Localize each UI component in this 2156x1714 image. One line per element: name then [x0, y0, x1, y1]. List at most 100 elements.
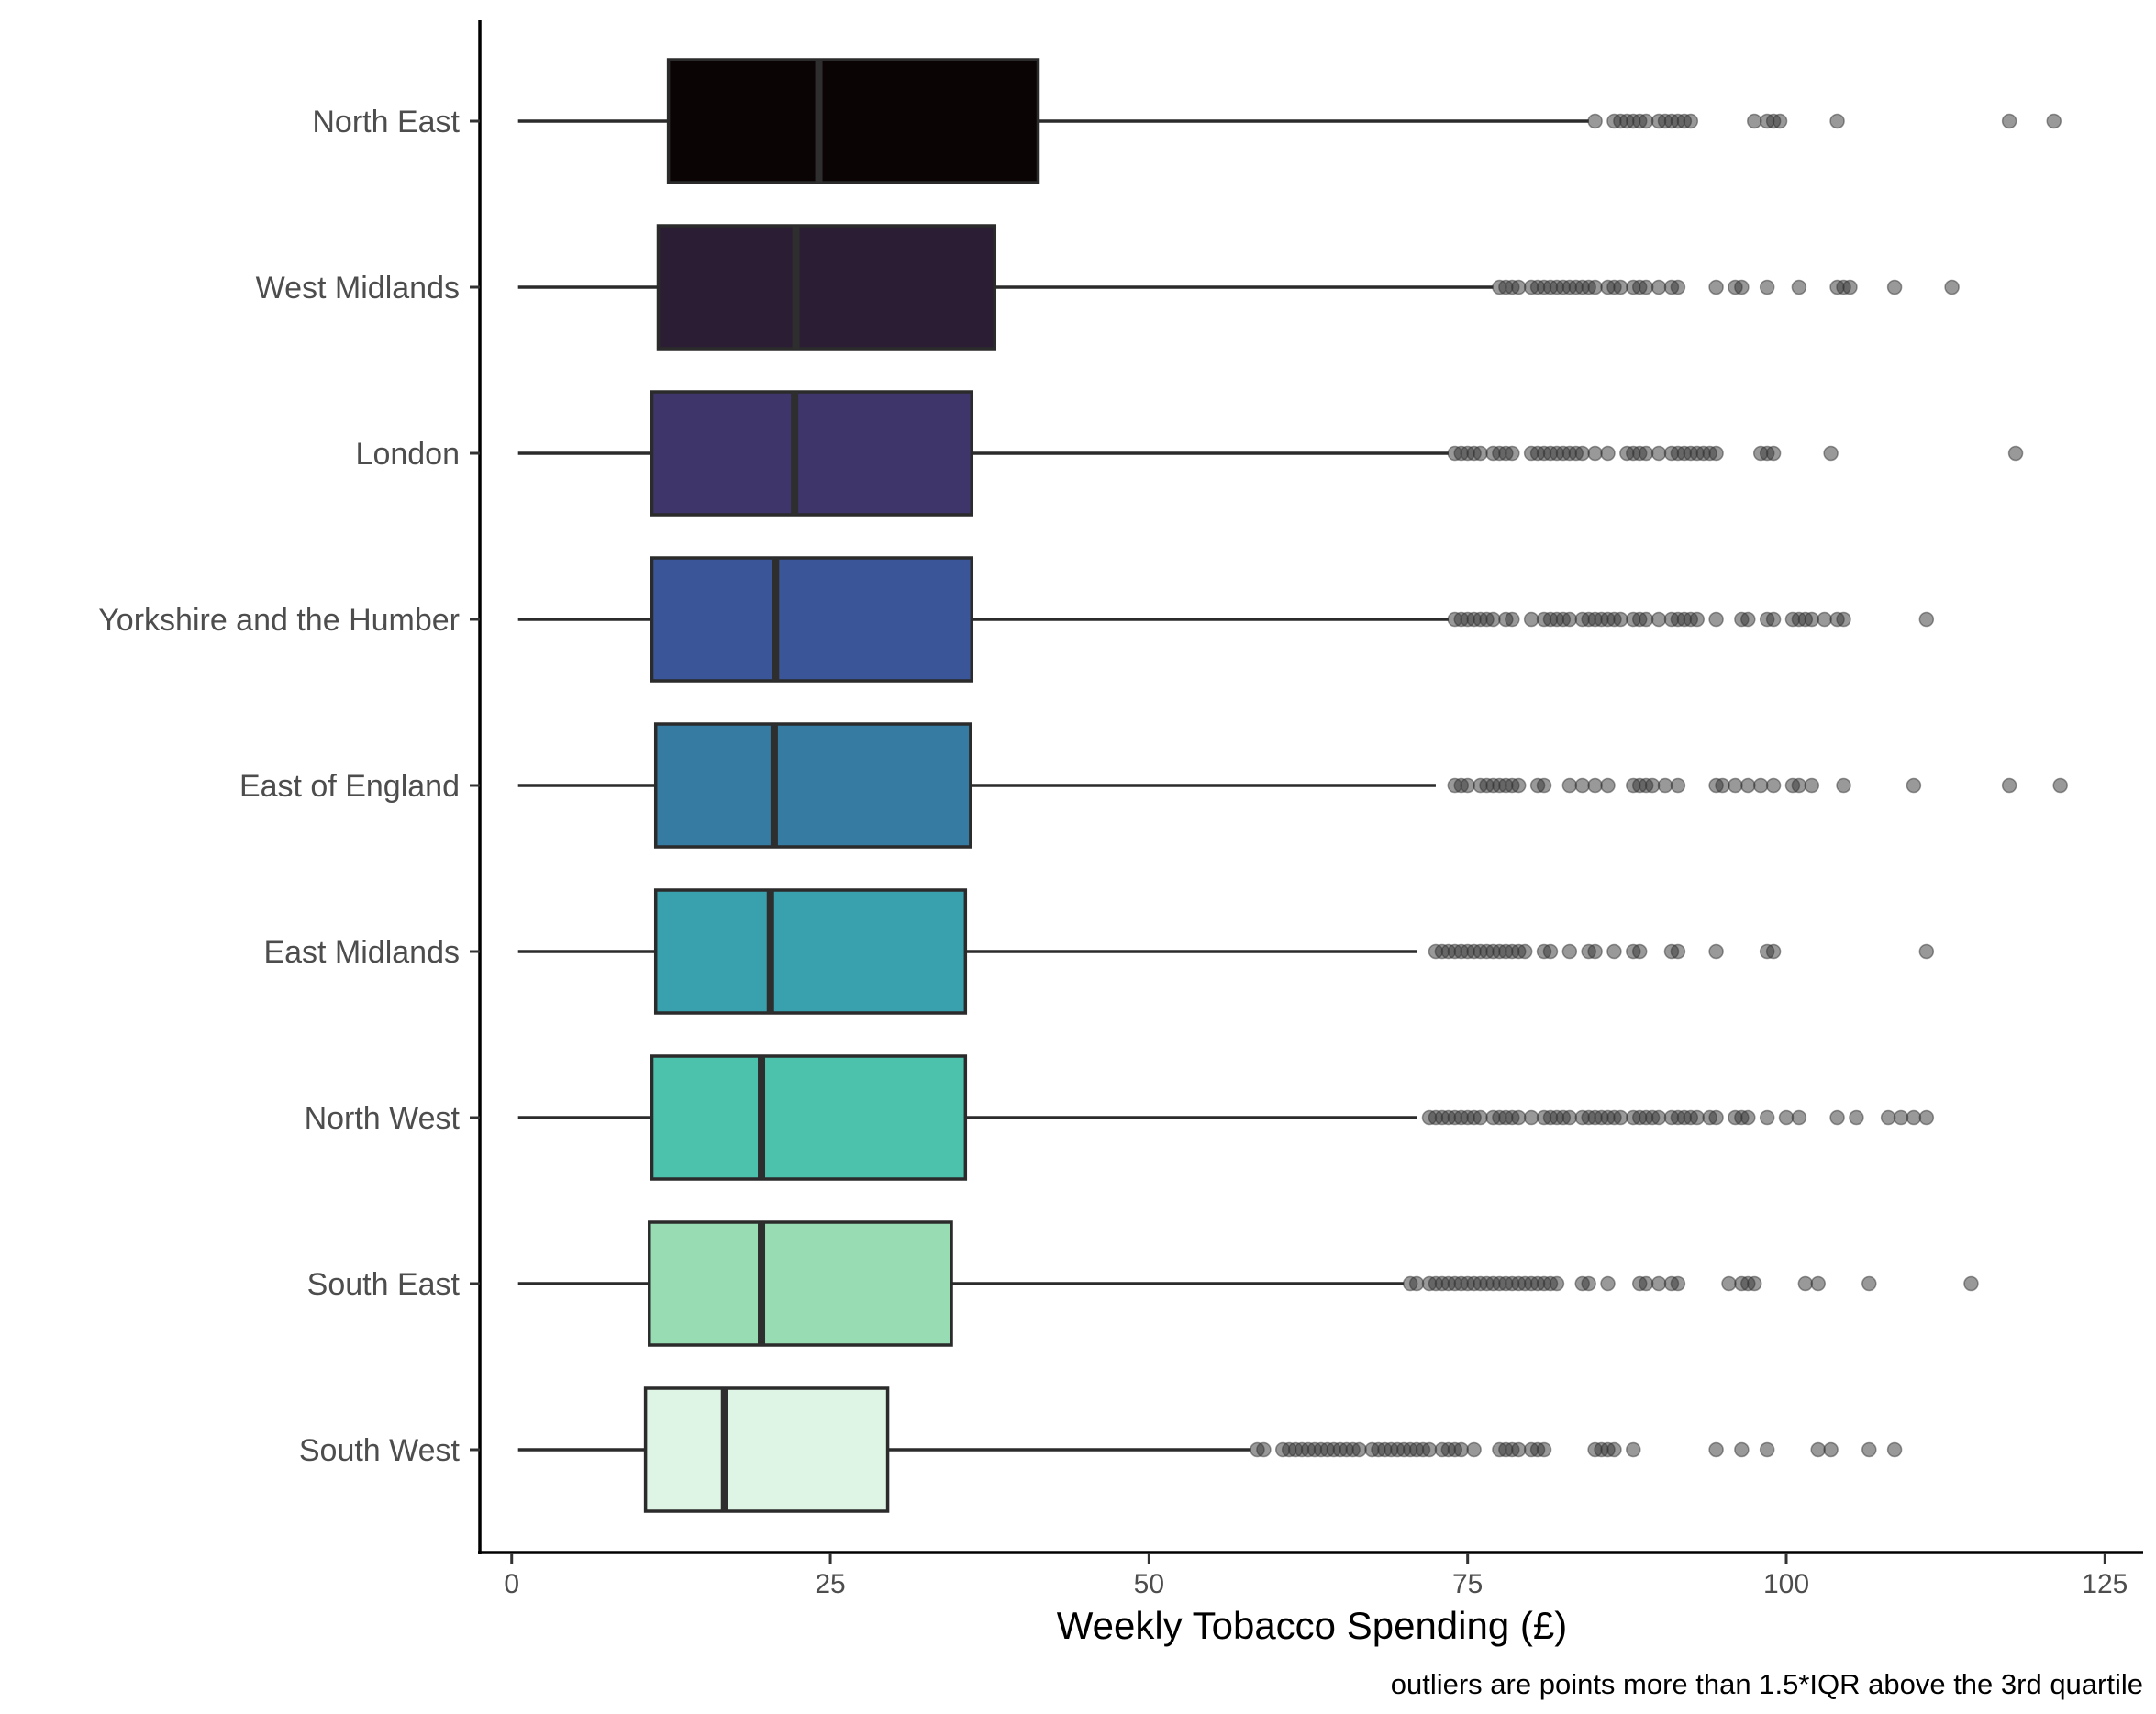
outliers-layer: [1250, 113, 2068, 1458]
box-north-east: [666, 58, 1040, 184]
outlier-point: [1797, 1275, 1814, 1292]
outlier-point: [1880, 1109, 1896, 1126]
outlier-point: [1759, 1109, 1775, 1126]
outlier-point: [1791, 279, 1807, 295]
y-label-london: London: [356, 437, 460, 472]
outlier-point: [1581, 1275, 1596, 1292]
outlier-point: [1670, 279, 1686, 295]
outlier-point: [2001, 113, 2017, 129]
outlier-point: [1587, 445, 1603, 462]
outlier-point: [1747, 113, 1762, 129]
outlier-point: [1256, 1441, 1272, 1458]
outlier-point: [1836, 777, 1851, 794]
outlier-point: [1638, 1275, 1654, 1292]
outlier-point: [1829, 113, 1845, 129]
outlier-point: [1650, 445, 1667, 462]
box-south-west: [643, 1386, 890, 1513]
outlier-point: [1918, 611, 1935, 628]
outlier-point: [1587, 943, 1603, 960]
outlier-point: [1849, 1109, 1864, 1126]
y-label-yorkshire-and-the-humber: Yorkshire and the Humber: [98, 603, 460, 638]
box-east-of-england: [653, 722, 972, 849]
outlier-point: [1778, 1109, 1795, 1126]
outlier-point: [1650, 1109, 1667, 1126]
outlier-point: [1893, 1109, 1909, 1126]
outlier-point: [1511, 279, 1527, 295]
y-label-south-west: South West: [299, 1433, 461, 1468]
outlier-point: [1823, 445, 1839, 462]
outlier-point: [1765, 943, 1782, 960]
outlier-point: [1810, 1275, 1826, 1292]
box-east-midlands: [653, 888, 968, 1015]
outlier-point: [1473, 1109, 1488, 1126]
outlier-point: [1734, 1441, 1750, 1458]
outlier-point: [1460, 777, 1475, 794]
outlier-point: [1542, 943, 1559, 960]
outlier-point: [1670, 943, 1686, 960]
box-london: [650, 390, 974, 517]
outlier-point: [1823, 1441, 1839, 1458]
outlier-point: [1759, 279, 1775, 295]
outlier-point: [1631, 943, 1648, 960]
outlier-point: [1708, 611, 1724, 628]
outlier-point: [1918, 943, 1935, 960]
outlier-point: [1587, 777, 1603, 794]
outlier-point: [1683, 113, 1699, 129]
outlier-point: [2046, 113, 2062, 129]
outlier-point: [2001, 777, 2017, 794]
x-tick-label: 125: [2082, 1569, 2128, 1599]
outlier-point: [1549, 1275, 1565, 1292]
outlier-point: [1466, 1441, 1482, 1458]
outlier-point: [1351, 1441, 1367, 1458]
outlier-point: [1473, 445, 1488, 462]
y-label-north-east: North East: [312, 105, 460, 139]
outlier-point: [1708, 1441, 1724, 1458]
x-tick-label: 50: [1134, 1569, 1164, 1599]
outlier-point: [1804, 777, 1820, 794]
outlier-point: [1644, 777, 1661, 794]
outlier-point: [1613, 1109, 1628, 1126]
outlier-point: [1740, 777, 1756, 794]
outlier-point: [1613, 279, 1628, 295]
outlier-point: [1708, 445, 1724, 462]
outlier-point: [1574, 777, 1590, 794]
axes-layer: [478, 20, 2143, 1554]
outlier-point: [1600, 1275, 1616, 1292]
outlier-point: [1886, 1441, 1903, 1458]
x-tick-label: 100: [1763, 1569, 1809, 1599]
outlier-point: [1906, 777, 1922, 794]
outlier-point: [1734, 279, 1750, 295]
outlier-point: [1561, 611, 1578, 628]
outlier-point: [1511, 1109, 1527, 1126]
outlier-point: [1759, 1441, 1775, 1458]
outlier-point: [1721, 1275, 1737, 1292]
box-west-midlands: [656, 224, 997, 351]
outlier-point: [1842, 279, 1858, 295]
outlier-point: [1689, 1109, 1706, 1126]
outlier-point: [1810, 1441, 1826, 1458]
outlier-point: [1626, 1441, 1641, 1458]
outlier-point: [2007, 445, 2024, 462]
outlier-point: [1600, 777, 1616, 794]
outlier-point: [1638, 611, 1654, 628]
y-tick-labels: North East West Midlands London Yorkshire a…: [98, 105, 480, 1468]
outlier-point: [1829, 1109, 1845, 1126]
outlier-point: [1638, 279, 1654, 295]
outlier-point: [1505, 611, 1520, 628]
outlier-point: [1650, 611, 1667, 628]
y-label-east-midlands: East Midlands: [263, 935, 460, 970]
outlier-point: [1906, 1109, 1922, 1126]
y-label-east-of-england: East of England: [239, 769, 460, 804]
outlier-point: [1638, 445, 1654, 462]
chart-caption: outliers are points more than 1.5*IQR ab…: [1391, 1668, 2143, 1700]
outlier-point: [1747, 1275, 1762, 1292]
outlier-point: [1918, 1109, 1935, 1126]
outlier-point: [1715, 777, 1730, 794]
outlier-point: [1650, 1275, 1667, 1292]
outlier-point: [1606, 1441, 1622, 1458]
outlier-point: [1523, 1109, 1539, 1126]
outlier-point: [1740, 611, 1756, 628]
outlier-point: [1708, 279, 1724, 295]
outlier-point: [1657, 777, 1673, 794]
